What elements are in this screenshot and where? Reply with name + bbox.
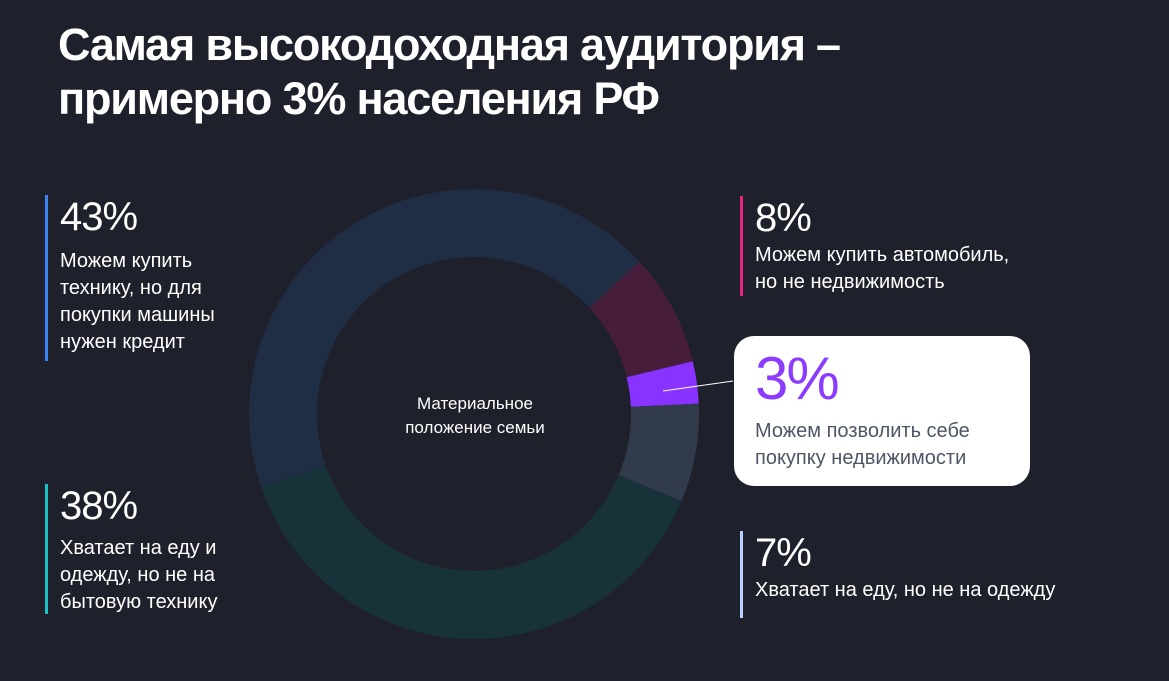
stat-description: Можем купить автомобиль, но не недвижимо… <box>755 242 1009 296</box>
page-title: Самая высокодоходная аудитория – примерн… <box>58 18 841 126</box>
stat-description: Можем купить технику, но для покупки маш… <box>60 248 215 356</box>
stat-line: технику, но для <box>60 277 202 299</box>
stat-line: нужен кредит <box>60 331 185 353</box>
segment-38 <box>261 465 682 640</box>
stat-38-percent: 38% Хватает на еду и одежду, но не на бы… <box>45 484 217 614</box>
stat-43-percent: 43% Можем купить технику, но для покупки… <box>45 195 215 361</box>
center-label-line-2: положение семьи <box>405 418 545 437</box>
stat-line: Хватает на еду, но не на одежду <box>755 579 1056 601</box>
stat-line: но не недвижимость <box>755 271 945 293</box>
segment-7 <box>618 403 699 502</box>
stat-line: покупки машины <box>60 304 215 326</box>
stat-value: 43% <box>60 195 138 239</box>
stat-value: 38% <box>60 484 138 528</box>
donut-center-label: Материальное положение семьи <box>375 392 575 440</box>
donut-segments <box>249 189 699 640</box>
stat-value: 7% <box>755 531 812 575</box>
highlight-value: 3% <box>755 345 840 412</box>
stat-line: Можем купить автомобиль, <box>755 244 1010 266</box>
title-line-2: примерно 3% населения РФ <box>58 73 660 124</box>
highlight-line: Можем позволить себе <box>755 420 970 442</box>
stat-line: Можем купить <box>60 250 193 272</box>
highlight-card-3-percent: 3% Можем позволить себе покупку недвижим… <box>734 336 1030 486</box>
segment-43 <box>249 189 640 488</box>
segment-8 <box>589 261 693 378</box>
stat-7-percent: 7% Хватает на еду, но не на одежду <box>740 531 1055 618</box>
segment-3 <box>626 361 699 407</box>
stat-description: Хватает на еду, но не на одежду <box>755 577 1055 604</box>
stat-description: Хватает на еду и одежду, но не на бытову… <box>60 535 217 616</box>
stat-line: Хватает на еду и <box>60 537 217 559</box>
center-label-line-1: Материальное <box>417 394 533 413</box>
highlight-leader-line <box>662 380 734 392</box>
title-line-1: Самая высокодоходная аудитория – <box>58 19 841 70</box>
stat-value: 8% <box>755 196 812 240</box>
highlight-description: Можем позволить себе покупку недвижимост… <box>755 418 1030 472</box>
stat-line: бытовую технику <box>60 591 218 613</box>
stat-line: одежду, но не на <box>60 564 216 586</box>
highlight-line: покупку недвижимости <box>755 447 967 469</box>
stat-8-percent: 8% Можем купить автомобиль, но не недвиж… <box>740 196 1009 296</box>
